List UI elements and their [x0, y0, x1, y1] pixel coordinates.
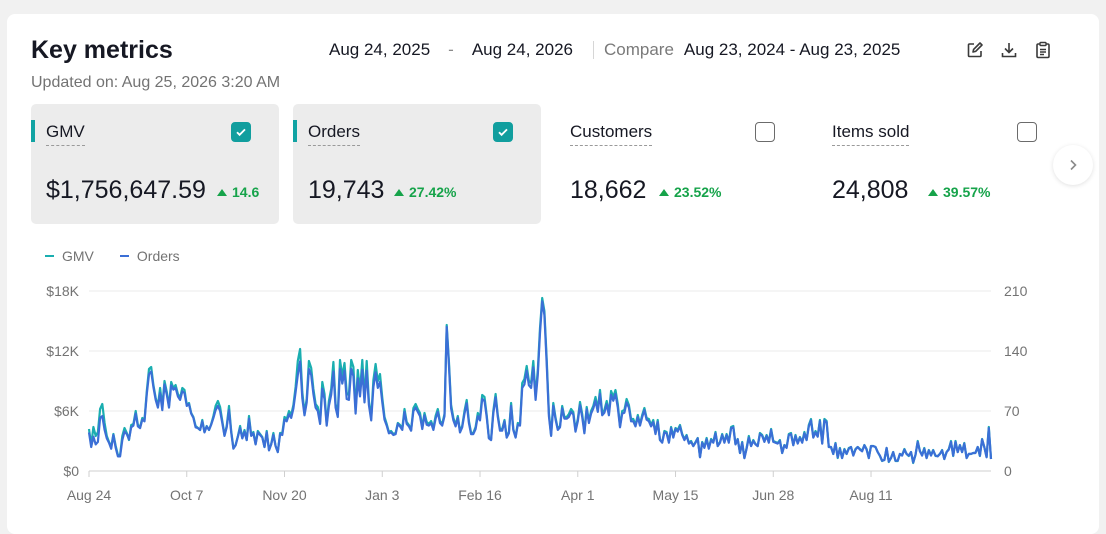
x-tick-label: Oct 7: [170, 487, 204, 503]
metric-card-customers[interactable]: Customers 18,662 23.52%: [555, 104, 803, 224]
metric-value: 24,808: [832, 176, 909, 204]
legend-item-orders[interactable]: Orders: [119, 248, 180, 264]
legend-item-gmv[interactable]: GMV: [45, 248, 94, 264]
x-tick-label: Aug 11: [849, 487, 893, 503]
y-left-tick-label: $6K: [54, 403, 80, 419]
metric-checkbox[interactable]: [755, 122, 775, 142]
check-icon: [498, 128, 508, 137]
y-left-tick-label: $12K: [46, 343, 79, 359]
y-left-tick-label: $18K: [46, 283, 79, 299]
metric-change: 39.57%: [928, 184, 990, 200]
key-metrics-card: Key metrics Updated on: Aug 25, 2026 3:2…: [7, 14, 1099, 534]
metric-value: 19,743: [308, 176, 385, 204]
page-title: Key metrics: [31, 36, 173, 64]
chart-legend: GMV Orders: [45, 248, 180, 264]
y-right-tick-label: 0: [1004, 463, 1012, 479]
metric-change: 23.52%: [659, 184, 721, 200]
x-tick-label: Jun 28: [752, 487, 794, 503]
up-arrow-icon: [659, 188, 669, 196]
range-start-date[interactable]: Aug 24, 2025: [329, 40, 431, 59]
metric-cards: GMV $1,756,647.59 14.6 Orders 19,743 27.…: [31, 104, 1065, 224]
metric-checkbox[interactable]: [1017, 122, 1037, 142]
range-separator: -: [448, 40, 454, 59]
download-icon[interactable]: [999, 40, 1019, 60]
x-tick-label: Feb 16: [458, 487, 502, 503]
series-line-orders: [87, 300, 993, 464]
x-tick-label: Aug 24: [67, 487, 112, 503]
updated-timestamp: Updated on: Aug 25, 2026 3:20 AM: [31, 74, 281, 91]
legend-label: GMV: [62, 248, 94, 264]
legend-swatch: [119, 255, 129, 257]
check-icon: [236, 128, 246, 137]
next-metrics-button[interactable]: [1053, 145, 1093, 185]
metric-value: $1,756,647.59: [46, 176, 206, 204]
metric-change-value: 27.42%: [409, 184, 457, 200]
up-arrow-icon: [217, 188, 227, 196]
chevron-right-icon: [1070, 159, 1077, 171]
metric-card-orders[interactable]: Orders 19,743 27.42%: [293, 104, 541, 224]
range-end-date[interactable]: Aug 24, 2026: [471, 40, 573, 59]
metric-checkbox[interactable]: [231, 122, 251, 142]
y-right-tick-label: 210: [1004, 283, 1028, 299]
metric-checkbox[interactable]: [493, 122, 513, 142]
metric-accent-bar: [293, 120, 297, 142]
metric-change-value: 39.57%: [943, 184, 991, 200]
metric-accent-bar: [31, 120, 35, 142]
y-left-tick-label: $0: [63, 463, 79, 479]
x-tick-label: Nov 20: [262, 487, 307, 503]
metrics-line-chart: $0 $6K $12K $18K 0 70 140 210 Aug 24 Oct 7 Nov 20 J…: [46, 283, 1028, 503]
y-right-tick-label: 140: [1004, 343, 1028, 359]
x-tick-label: Apr 1: [561, 487, 595, 503]
header-divider: [592, 41, 594, 59]
toolbar: [965, 40, 1053, 60]
metric-label: Items sold: [832, 122, 910, 146]
up-arrow-icon: [928, 188, 938, 196]
legend-label: Orders: [136, 248, 180, 264]
legend-swatch: [45, 255, 54, 257]
clipboard-icon[interactable]: [1033, 40, 1053, 60]
up-arrow-icon: [394, 188, 404, 196]
metric-card-items-sold[interactable]: Items sold 24,808 39.57%: [817, 104, 1065, 224]
compare-range[interactable]: Aug 23, 2024 - Aug 23, 2025: [683, 40, 901, 59]
date-range-picker[interactable]: Aug 24, 2025 - Aug 24, 2026 Compare Aug …: [329, 40, 900, 60]
metric-label: GMV: [46, 122, 85, 146]
compare-label: Compare: [603, 40, 674, 59]
metric-change-value: 23.52%: [674, 184, 722, 200]
metric-label: Orders: [308, 122, 360, 146]
metric-label: Customers: [570, 122, 653, 146]
edit-icon[interactable]: [965, 40, 985, 60]
y-right-tick-label: 70: [1004, 403, 1020, 419]
x-tick-label: May 15: [653, 487, 699, 503]
metric-change-value: 14.6: [232, 184, 260, 200]
metric-change: 27.42%: [394, 184, 456, 200]
x-tick-label: Jan 3: [365, 487, 399, 503]
metric-value: 18,662: [570, 176, 647, 204]
metric-change: 14.6: [217, 184, 259, 200]
metric-card-gmv[interactable]: GMV $1,756,647.59 14.6: [31, 104, 279, 224]
